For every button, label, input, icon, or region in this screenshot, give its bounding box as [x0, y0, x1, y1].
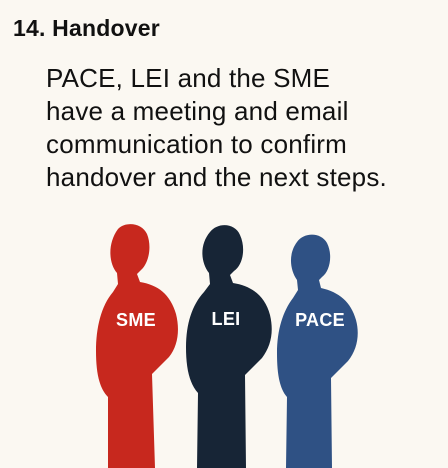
- description-line-1: PACE, LEI and the SME: [46, 63, 331, 93]
- lei-person-icon: [186, 225, 272, 468]
- participant-figures: SME LEI PACE: [0, 214, 448, 468]
- step-title: 14. Handover: [13, 15, 160, 41]
- sme-label: SME: [116, 310, 156, 330]
- description-line-4: handover and the next steps.: [46, 162, 387, 192]
- participant-silhouettes: [96, 224, 358, 468]
- lei-label: LEI: [211, 309, 241, 329]
- description-line-2: have a meeting and email: [46, 96, 349, 126]
- handover-description: PACE, LEI and the SME have a meeting and…: [46, 62, 416, 194]
- description-line-3: communication to confirm: [46, 129, 348, 159]
- pace-label: PACE: [295, 310, 345, 330]
- pace-person-icon: [277, 234, 358, 468]
- sme-person-icon: [96, 224, 178, 468]
